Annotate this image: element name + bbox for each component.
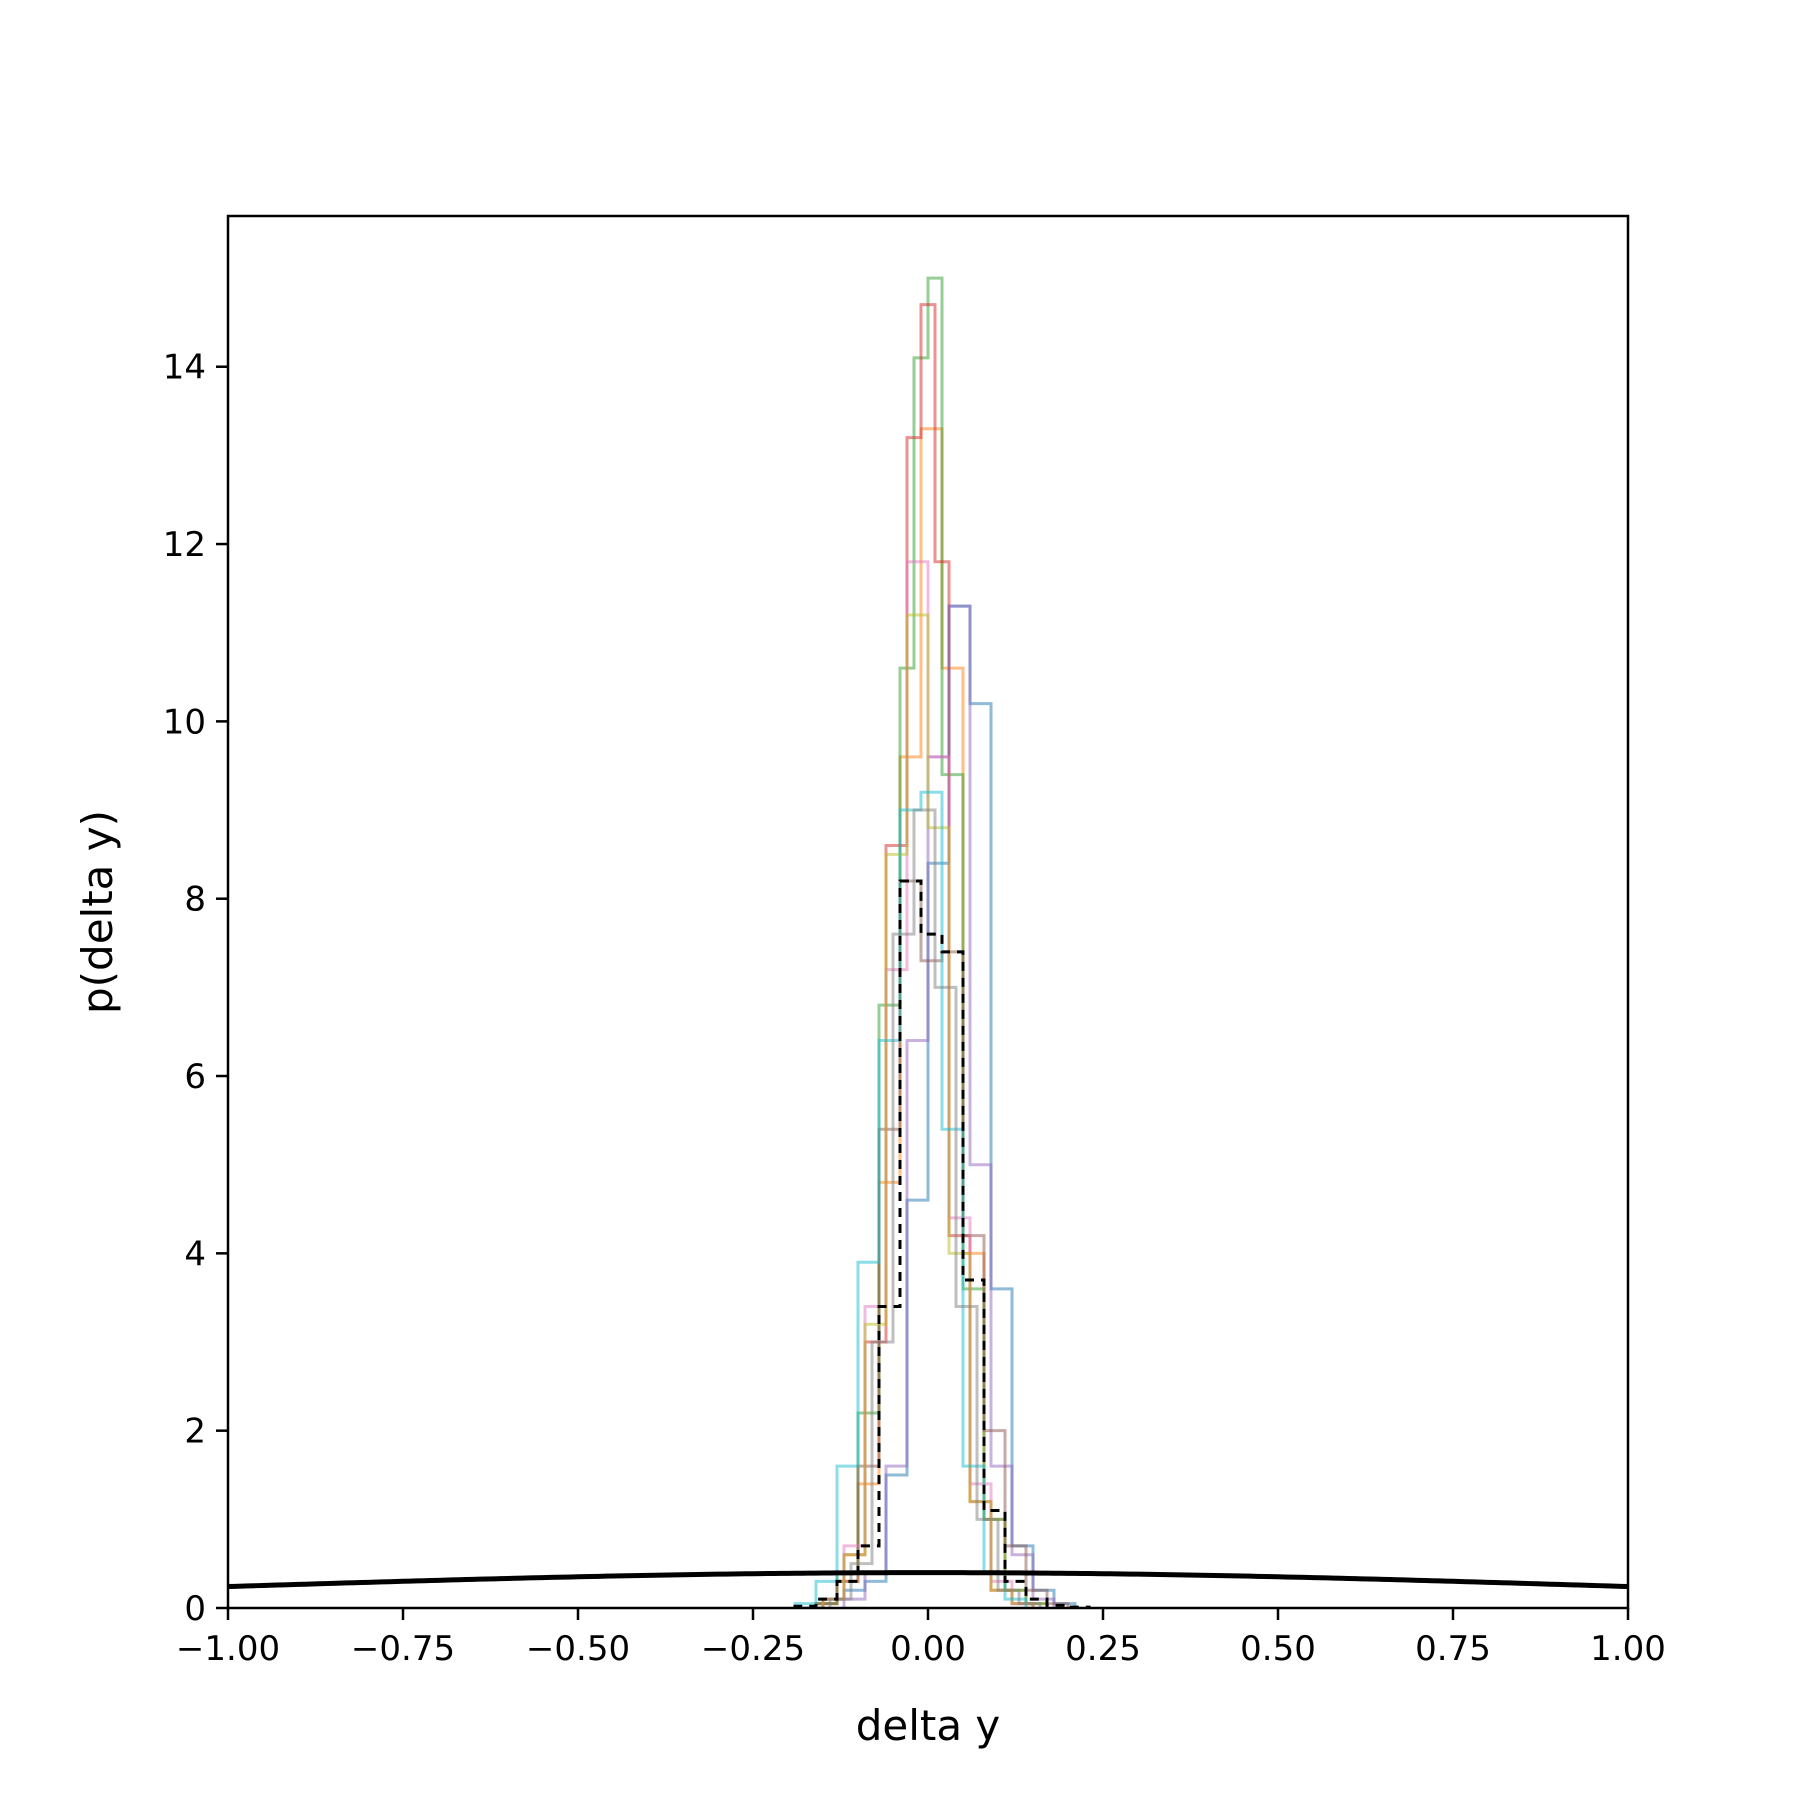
x-tick-label: 0.75: [1415, 1629, 1491, 1669]
x-tick-label: −0.50: [526, 1629, 630, 1669]
prior-curve-layer: [228, 1570, 1628, 1590]
y-tick-label: 4: [184, 1234, 206, 1274]
x-tick-label: 0.50: [1240, 1629, 1316, 1669]
histogram-layer: [793, 276, 1077, 1608]
x-tick-label: −1.00: [176, 1629, 280, 1669]
y-tick-label: 6: [184, 1057, 206, 1097]
histogram-series-10: [828, 808, 1042, 1608]
y-axis: 0 2 4 6 8 10 12 14: [163, 348, 228, 1629]
prior-normal-curve: [228, 1570, 1628, 1590]
x-tick-label: −0.25: [701, 1629, 805, 1669]
y-tick-label: 2: [184, 1412, 206, 1452]
x-tick-label: 0.00: [890, 1629, 966, 1669]
x-tick-label: 0.25: [1065, 1629, 1141, 1669]
x-tick-label: −0.75: [351, 1629, 455, 1669]
x-tick-label: 1.00: [1590, 1629, 1666, 1669]
combined-histogram: [793, 879, 1091, 1608]
y-tick-label: 14: [163, 348, 206, 388]
y-axis-label: p(delta y): [73, 810, 122, 1014]
x-axis-label: delta y: [856, 1701, 1001, 1750]
y-tick-label: 10: [163, 702, 206, 742]
y-tick-label: 0: [184, 1589, 206, 1629]
y-tick-label: 12: [163, 525, 206, 565]
combined-histogram-layer: [793, 879, 1091, 1608]
x-axis: −1.00 −0.75 −0.50 −0.25 0.00 0.25 0.50 0.75 1.00: [176, 1608, 1666, 1669]
y-tick-label: 8: [184, 880, 206, 920]
